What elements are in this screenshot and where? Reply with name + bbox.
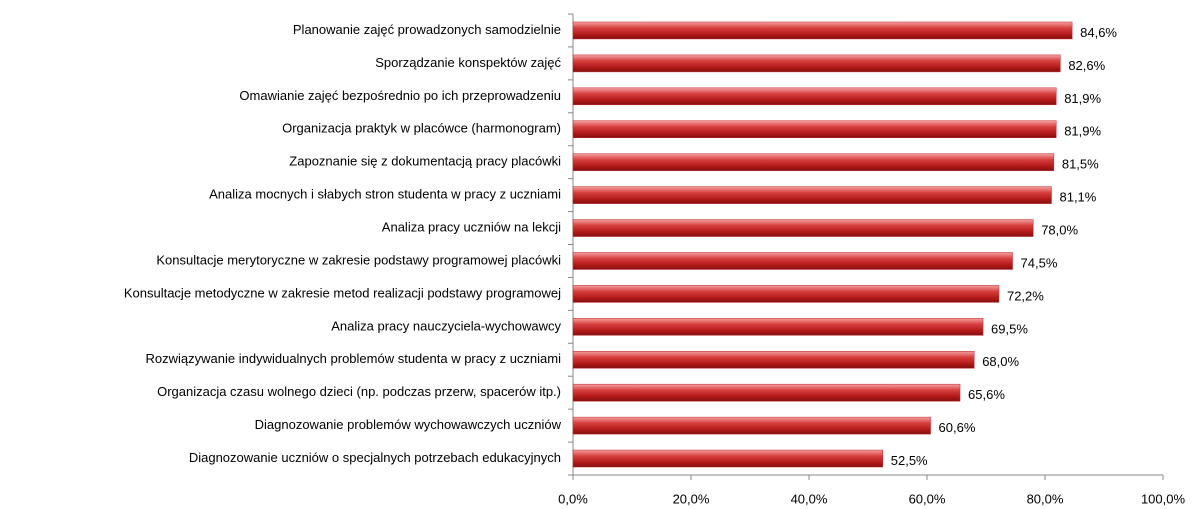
y-tick-label: Konsultacje metodyczne w zakresie metod … [124, 285, 561, 300]
value-label: 69,5% [991, 321, 1028, 336]
y-tick-label: Omawianie zajęć bezpośrednio po ich prze… [239, 88, 561, 103]
bar [572, 351, 975, 369]
value-label: 52,5% [891, 453, 928, 468]
bar [572, 252, 1013, 270]
y-tick-label: Organizacja praktyk w placówce (harmonog… [282, 121, 561, 136]
value-label: 74,5% [1021, 255, 1058, 270]
bar [572, 416, 931, 435]
bar [572, 186, 1052, 204]
x-tick-label: 40,0% [791, 491, 828, 506]
value-label: 72,2% [1007, 288, 1044, 303]
bar [572, 21, 1073, 40]
y-tick-label: Diagnozowanie problemów wychowawczych uc… [255, 417, 562, 432]
y-tick-label: Analiza pracy uczniów na lekcji [382, 219, 561, 234]
y-tick-label: Analiza mocnych i słabych stron studenta… [209, 187, 561, 202]
bar [572, 153, 1055, 171]
value-label: 81,5% [1062, 157, 1099, 172]
x-tick-label: 80,0% [1027, 491, 1064, 506]
bar [572, 219, 1034, 237]
y-tick-label: Konsultacje merytoryczne w zakresie pods… [156, 252, 561, 267]
value-label: 60,6% [939, 420, 976, 435]
y-tick-label: Zapoznanie się z dokumentacją pracy plac… [289, 154, 561, 169]
x-tick-label: 60,0% [909, 491, 946, 506]
value-label: 82,6% [1068, 58, 1105, 73]
bar [572, 120, 1057, 138]
value-label: 81,9% [1064, 91, 1101, 106]
y-tick-label: Rozwiązywanie indywidualnych problemów s… [146, 351, 562, 366]
bar [572, 54, 1061, 73]
bar [572, 383, 961, 402]
value-label: 65,6% [968, 387, 1005, 402]
y-tick-label: Analiza pracy nauczyciela-wychowawcy [331, 318, 561, 333]
value-label: 84,6% [1080, 25, 1117, 40]
x-tick-label: 100,0% [1141, 491, 1186, 506]
y-tick-label: Planowanie zajęć prowadzonych samodzieln… [293, 22, 561, 37]
x-tick-label: 20,0% [673, 491, 710, 506]
y-tick-label: Organizacja czasu wolnego dzieci (np. po… [157, 384, 561, 399]
bar [572, 449, 883, 468]
bar [572, 318, 984, 336]
x-tick-label: 0,0% [558, 491, 588, 506]
bar [572, 87, 1057, 106]
y-tick-label: Diagnozowanie uczniów o specjalnych potr… [189, 450, 561, 465]
y-tick-label: Sporządzanie konspektów zajęć [375, 55, 561, 70]
value-label: 81,1% [1059, 190, 1096, 205]
value-label: 78,0% [1041, 222, 1078, 237]
value-label: 81,9% [1064, 124, 1101, 139]
bar [572, 285, 1000, 303]
value-label: 68,0% [982, 354, 1019, 369]
